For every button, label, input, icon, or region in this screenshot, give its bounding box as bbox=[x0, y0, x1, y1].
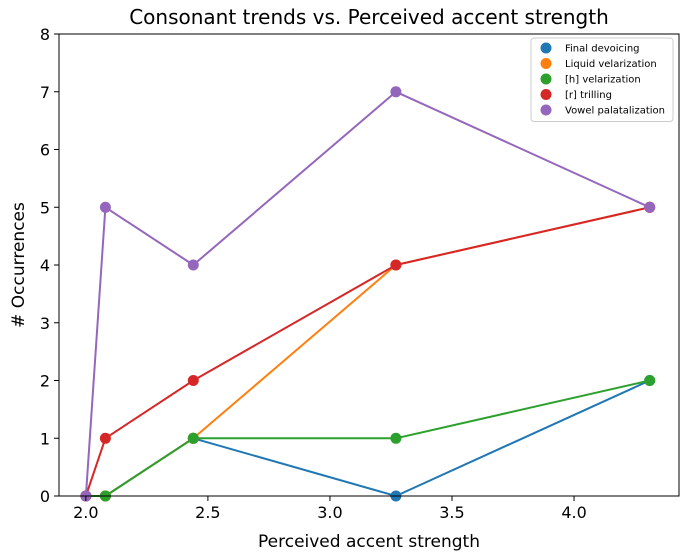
legend-marker bbox=[540, 73, 552, 85]
data-point bbox=[187, 375, 199, 386]
legend-marker bbox=[540, 89, 552, 100]
data-point bbox=[390, 432, 402, 444]
legend-label: [r] trilling bbox=[565, 90, 612, 101]
y-tick-label: 0 bbox=[40, 487, 50, 506]
data-point bbox=[187, 432, 199, 444]
legend-label: [h] velarization bbox=[565, 75, 641, 86]
x-axis-label: Perceived accent strength bbox=[258, 532, 480, 552]
data-point bbox=[390, 86, 402, 98]
y-tick-label: 7 bbox=[40, 83, 50, 102]
x-tick-label: 2.0 bbox=[73, 503, 98, 522]
legend-marker bbox=[540, 42, 552, 54]
series-line bbox=[85, 379, 650, 497]
legend-label: Liquid velarization bbox=[565, 59, 657, 70]
data-point bbox=[187, 259, 199, 271]
x-tick-label: 3.5 bbox=[439, 503, 464, 522]
x-tick-label: 2.5 bbox=[195, 503, 220, 522]
data-point bbox=[99, 432, 111, 444]
plot-area bbox=[80, 86, 656, 502]
y-tick-label: 6 bbox=[40, 141, 50, 160]
y-tick-label: 1 bbox=[40, 429, 50, 448]
y-tick-label: 4 bbox=[40, 256, 50, 275]
legend-label: Vowel palatalization bbox=[565, 106, 665, 117]
axis-ticks: 2.0 2.5 3.0 3.5 4.0 0 1 2 3 4 5 6 7 8 bbox=[40, 25, 587, 522]
legend-marker bbox=[540, 58, 552, 69]
data-point bbox=[99, 201, 111, 213]
y-tick-label: 8 bbox=[40, 25, 50, 44]
y-tick-label: 5 bbox=[40, 198, 50, 217]
x-tick-label: 4.0 bbox=[561, 503, 586, 522]
data-point bbox=[390, 259, 402, 271]
legend-label: Final devoicing bbox=[565, 44, 640, 55]
legend-marker bbox=[540, 104, 552, 116]
legend-box bbox=[530, 37, 674, 122]
legend: Final devoicing Liquid velarization [h] ve… bbox=[530, 37, 674, 122]
x-tick-label: 3.0 bbox=[317, 503, 342, 522]
y-tick-label: 2 bbox=[40, 372, 50, 391]
chart-title: Consonant trends vs. Perceived accent st… bbox=[129, 5, 609, 29]
y-tick-label: 3 bbox=[40, 314, 50, 333]
y-axis-label: # Occurrences bbox=[9, 202, 29, 328]
series-line bbox=[84, 90, 651, 497]
data-point bbox=[644, 201, 656, 213]
data-point bbox=[644, 375, 656, 386]
